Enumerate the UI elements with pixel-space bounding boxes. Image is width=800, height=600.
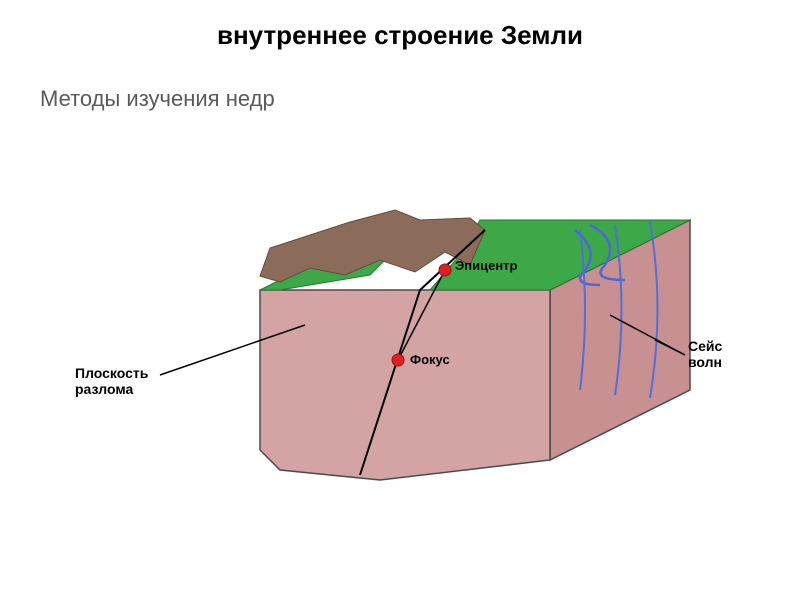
focus-label: Фокус (410, 352, 450, 367)
fault-plane-label: Плоскость разлома (75, 365, 148, 397)
page-title: внутреннее строение Земли (0, 0, 800, 51)
page-subtitle: Методы изучения недр (0, 51, 800, 112)
seismic-waves-label: Сейс волн (688, 338, 722, 370)
focus-point (392, 354, 404, 366)
earthquake-diagram: Плоскость разлома Эпицентр Фокус Сейс во… (130, 180, 730, 530)
block-front-face (260, 290, 550, 480)
epicenter-point (439, 264, 451, 276)
epicenter-label: Эпицентр (455, 258, 517, 273)
